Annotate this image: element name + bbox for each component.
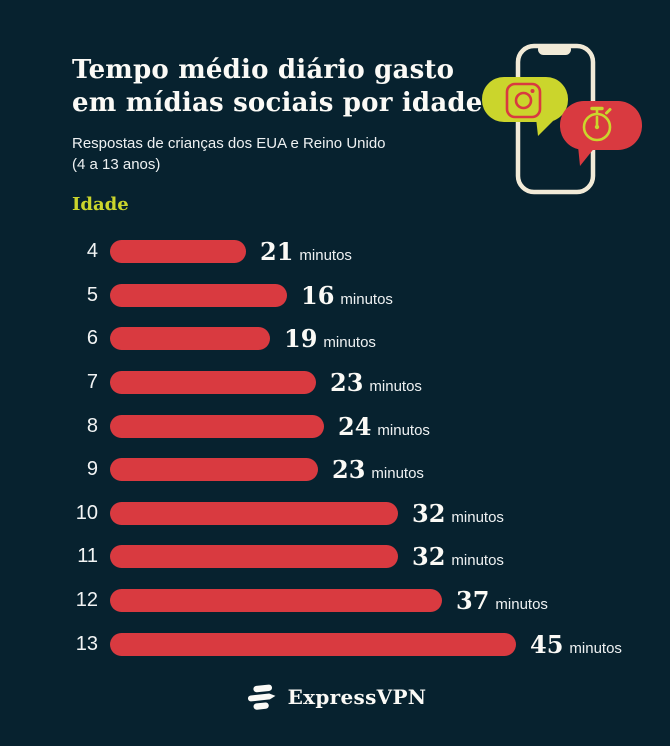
value-group: 23 minutos (330, 368, 422, 397)
unit-label: minutos (371, 465, 424, 483)
unit-label: minutos (323, 334, 376, 352)
value-label: 32 (412, 498, 446, 528)
value-label: 45 (530, 629, 564, 659)
chart-row: 8 24 minutos (58, 404, 664, 448)
bar-age-4 (110, 240, 246, 264)
unit-label: minutos (495, 596, 548, 614)
title-line-1: Tempo médio diário gasto (72, 55, 455, 85)
page-title: Tempo médio diário gasto em mídias sociai… (72, 54, 482, 120)
chart-row: 13 45 minutos (58, 622, 664, 666)
age-tick-label: 6 (86, 327, 98, 350)
speech-bubble-tail (578, 146, 596, 166)
phone-illustration (482, 43, 642, 195)
bar-age-8 (110, 414, 324, 438)
unit-label: minutos (451, 508, 504, 526)
bar-age-11 (110, 545, 398, 569)
value-group: 21 minutos (260, 237, 352, 266)
age-tick-label: 5 (86, 283, 98, 306)
bar-age-12 (110, 589, 442, 613)
age-tick-label: 13 (75, 632, 98, 655)
age-tick-label: 12 (75, 589, 98, 612)
value-group: 16 minutos (301, 281, 393, 310)
value-label: 37 (456, 586, 490, 616)
bar-age-6 (110, 327, 270, 351)
value-group: 23 minutos (332, 455, 424, 484)
chart-row: 5 16 minutos (58, 274, 664, 318)
value-label: 32 (412, 542, 446, 572)
bar-age-9 (110, 458, 318, 482)
subtitle-line-1: Respostas de crianças dos EUA e Reino Un… (72, 135, 386, 152)
bar-age-5 (110, 283, 287, 307)
value-group: 24 minutos (338, 412, 430, 441)
chart-row: 10 32 minutos (58, 492, 664, 536)
bar-age-10 (110, 501, 398, 525)
instagram-icon (505, 82, 542, 119)
unit-label: minutos (299, 247, 352, 265)
chart-row: 7 23 minutos (58, 361, 664, 405)
brand-wordmark: ExpressVPN (287, 684, 427, 709)
unit-label: minutos (569, 639, 622, 657)
value-label: 21 (260, 237, 294, 267)
value-group: 32 minutos (412, 542, 504, 571)
value-label: 23 (332, 455, 366, 485)
unit-label: minutos (369, 378, 422, 396)
bar-age-13 (110, 632, 516, 656)
bar-chart: 4 21 minutos 5 16 minutos 6 19 minutos 7 23 minutos… (58, 230, 664, 666)
chart-row: 11 32 minutos (58, 535, 664, 579)
instagram-bubble (482, 77, 568, 136)
title-line-2: em mídias sociais por idade (72, 88, 483, 118)
unit-label: minutos (377, 421, 430, 439)
unit-label: minutos (451, 552, 504, 570)
age-tick-label: 4 (86, 240, 98, 263)
value-group: 45 minutos (530, 630, 622, 659)
subtitle: Respostas de crianças dos EUA e Reino Un… (72, 133, 386, 175)
chart-row: 6 19 minutos (58, 317, 664, 361)
chart-row: 12 37 minutos (58, 579, 664, 623)
value-label: 16 (301, 280, 335, 310)
speech-bubble-tail (536, 118, 556, 136)
age-tick-label: 10 (75, 501, 98, 524)
bar-age-7 (110, 371, 316, 395)
value-label: 23 (330, 368, 364, 398)
age-tick-label: 8 (86, 414, 98, 437)
value-label: 24 (338, 411, 372, 441)
age-tick-label: 9 (86, 458, 98, 481)
value-label: 19 (284, 324, 318, 354)
phone-notch (538, 44, 571, 55)
value-group: 37 minutos (456, 586, 548, 615)
age-axis-label: Idade (72, 194, 129, 215)
stopwatch-bubble (560, 101, 642, 166)
chart-row: 9 23 minutos (58, 448, 664, 492)
unit-label: minutos (340, 290, 393, 308)
age-tick-label: 7 (86, 371, 98, 394)
chart-row: 4 21 minutos (58, 230, 664, 274)
value-group: 19 minutos (284, 324, 376, 353)
value-group: 32 minutos (412, 499, 504, 528)
footer: ExpressVPN (0, 682, 670, 711)
expressvpn-logo-icon (247, 684, 276, 710)
subtitle-line-2: (4 a 13 anos) (72, 156, 161, 173)
stopwatch-icon (582, 106, 612, 142)
age-tick-label: 11 (77, 545, 98, 568)
